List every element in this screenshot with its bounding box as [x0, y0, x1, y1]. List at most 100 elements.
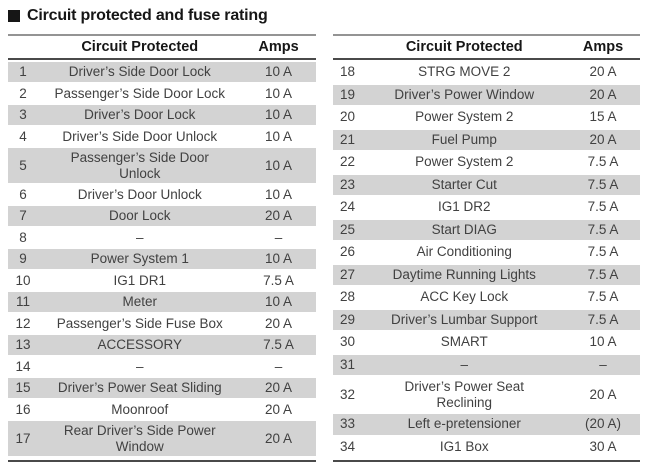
amps-cell: 10 A [264, 85, 293, 101]
amps-cell: 7.5 A [587, 154, 619, 170]
circuit-protected-cell: Driver’s Side Door Unlock [62, 128, 218, 144]
table-row: 29 Driver’s Lumbar Support 7.5 A [332, 309, 640, 330]
fuse-number-cell: 24 [339, 199, 356, 215]
amps-cell: 10 A [264, 107, 293, 122]
circuit-protected-cell: Meter [122, 294, 157, 309]
fuse-table-left: Circuit Protected Amps 1 Driver’s Side D… [8, 34, 316, 462]
amps-cell: (20 A) [584, 416, 622, 432]
fuse-number-cell: 3 [19, 107, 27, 122]
amps-cell: – [599, 356, 607, 372]
table-row: 32 Driver’s Power Seat Reclining 20 A [333, 377, 641, 412]
amps-cell: 20 A [589, 131, 617, 147]
fuse-number-cell: 4 [19, 128, 27, 144]
fuse-number-cell: 32 [339, 386, 356, 402]
amps-cell: 20 A [264, 380, 293, 395]
circuit-protected-cell: Driver’s Power Seat Reclining [404, 378, 525, 410]
circuit-protected-cell: Left e-pretensioner [407, 416, 521, 432]
circuit-protected-cell: STRG MOVE 2 [418, 64, 511, 80]
fuse-number-cell: 13 [15, 337, 31, 352]
fuse-number-cell: 28 [339, 289, 356, 305]
fuse-number-cell: 20 [339, 109, 356, 125]
fuse-number-cell: 25 [339, 221, 356, 237]
circuit-protected-cell: IG1 DR1 [113, 272, 167, 288]
table-row: 11 Meter 10 A [8, 292, 316, 312]
fuse-number-cell: 7 [19, 208, 27, 223]
circuit-protected-cell: Air Conditioning [416, 244, 512, 260]
table-row: 9 Power System 1 10 A [8, 249, 316, 269]
section-title: Circuit protected and fuse rating [27, 7, 268, 24]
fuse-number-cell: 33 [339, 416, 356, 432]
circuit-protected-cell: Driver’s Lumbar Support [390, 311, 538, 327]
fuse-number-cell: 26 [339, 244, 356, 260]
circuit-protected-cell: Driver’s Power Seat Sliding [57, 380, 222, 395]
section-bullet-icon [8, 10, 20, 22]
table-body: 18 STRG MOVE 2 20 A 19 Driver’s Power Wi… [332, 60, 641, 458]
section-header: Circuit protected and fuse rating [8, 7, 640, 25]
amps-cell: 20 A [589, 86, 617, 102]
amps-cell: 10 A [589, 334, 617, 350]
table-body: 1 Driver’s Side Door Lock 10 A 2 Passeng… [8, 60, 316, 456]
amps-cell: 10 A [264, 157, 293, 173]
circuit-protected-cell: Power System 2 [415, 154, 514, 170]
table-row: 25 Start DIAG 7.5 A [332, 219, 640, 240]
fuse-number-cell: 30 [339, 334, 356, 350]
fuse-number-cell: 8 [19, 229, 27, 245]
table-row: 13 ACCESSORY 7.5 A [8, 335, 316, 355]
table-row: 27 Daytime Running Lights 7.5 A [332, 264, 640, 285]
fuse-number-cell: 29 [339, 311, 356, 327]
circuit-protected-cell: Daytime Running Lights [392, 266, 536, 282]
table-row: 20 Power System 2 15 A [333, 107, 641, 128]
table-row: 4 Driver’s Side Door Unlock 10 A [8, 127, 316, 147]
amps-cell: 7.5 A [587, 311, 619, 327]
amps-cell: 30 A [589, 438, 617, 454]
fuse-number-cell: 2 [19, 85, 27, 101]
circuit-protected-cell: Passenger’s Side Door Lock [54, 85, 226, 101]
circuit-protected-cell: Passenger’s Side Fuse Box [56, 315, 223, 331]
table-row: 10 IG1 DR1 7.5 A [8, 271, 316, 291]
fuse-number-cell: 34 [339, 438, 356, 454]
amps-cell: – [274, 229, 283, 245]
table-row: 26 Air Conditioning 7.5 A [333, 242, 641, 263]
table-row: 31 – – [332, 354, 640, 375]
fuse-number-cell: 19 [339, 86, 356, 102]
table-row: 19 Driver’s Power Window 20 A [332, 84, 640, 105]
fuse-number-cell: 11 [15, 294, 30, 309]
table-row: 7 Door Lock 20 A [8, 206, 316, 226]
table-row: 28 ACC Key Lock 7.5 A [333, 287, 641, 308]
table-row: 34 IG1 Box 30 A [333, 437, 641, 458]
fuse-number-cell: 17 [15, 430, 31, 446]
table-row: 33 Left e-pretensioner (20 A) [332, 414, 640, 435]
table-row: 14 – – [8, 357, 316, 377]
circuit-protected-cell: Driver’s Side Door Lock [68, 64, 211, 79]
column-header-amps: Amps [582, 39, 624, 55]
circuit-protected-cell: Starter Cut [431, 176, 497, 192]
amps-cell: 7.5 A [587, 221, 619, 237]
manual-page: Circuit protected and fuse rating Circui… [8, 7, 641, 462]
table-row: 30 SMART 10 A [333, 332, 641, 353]
fuse-number-cell: 27 [339, 266, 356, 282]
table-row: 12 Passenger’s Side Fuse Box 20 A [8, 314, 316, 334]
table-row: 8 – – [8, 228, 316, 248]
amps-cell: – [274, 358, 283, 374]
amps-cell: 15 A [589, 109, 617, 125]
table-row: 24 IG1 DR2 7.5 A [333, 197, 641, 218]
circuit-protected-cell: Power System 2 [415, 109, 514, 125]
fuse-number-cell: 21 [339, 131, 356, 147]
table-row: 17 Rear Driver’s Side Power Window 20 A [8, 421, 316, 456]
fuse-number-cell: 14 [15, 358, 31, 374]
fuse-number-cell: 5 [19, 157, 27, 173]
column-header-circuit: Circuit Protected [81, 39, 199, 55]
circuit-protected-cell: Door Lock [108, 208, 171, 223]
table-row: 15 Driver’s Power Seat Sliding 20 A [8, 378, 316, 398]
amps-cell: 10 A [264, 186, 293, 202]
table-row: 6 Driver’s Door Unlock 10 A [8, 185, 316, 205]
fuse-number-cell: 23 [339, 176, 356, 192]
circuit-protected-cell: Moonroof [111, 401, 169, 417]
fuse-number-cell: 18 [339, 64, 356, 80]
amps-cell: 20 A [264, 401, 293, 417]
circuit-protected-cell: ACC Key Lock [420, 289, 509, 305]
table-header-row: Circuit Protected Amps [8, 36, 316, 60]
table-row: 21 Fuel Pump 20 A [332, 129, 640, 150]
fuse-number-cell: 22 [339, 154, 356, 170]
circuit-protected-cell: Power System 1 [90, 251, 189, 266]
